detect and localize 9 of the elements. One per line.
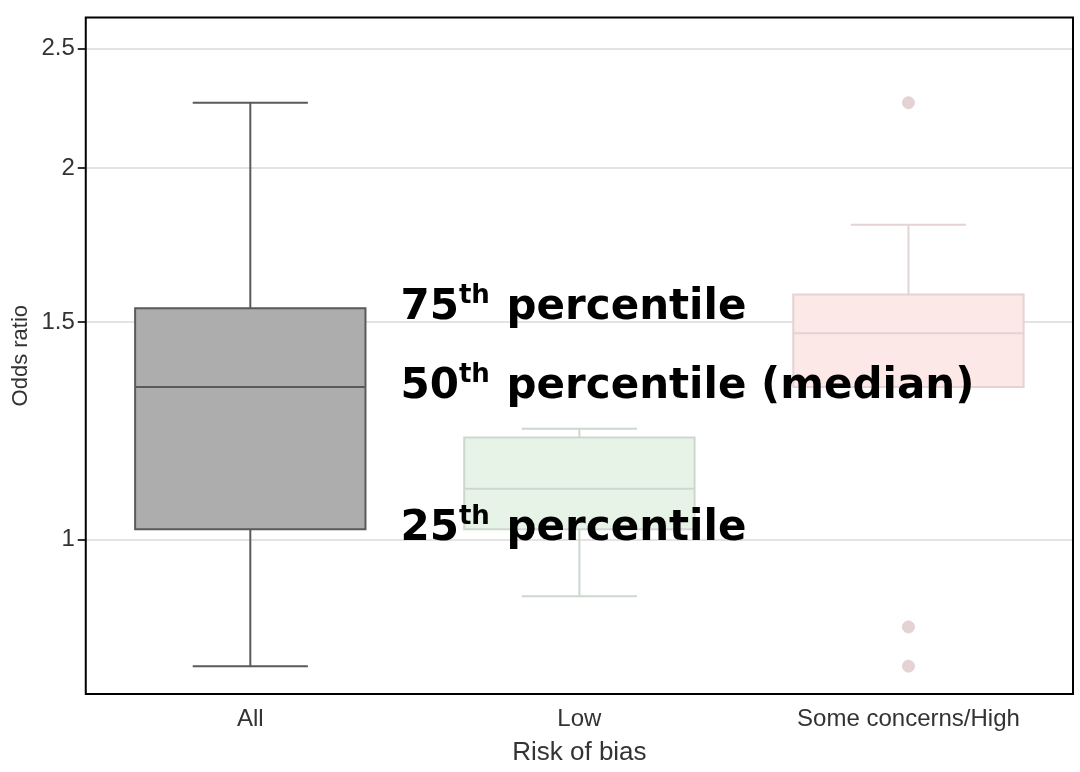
y-tick-label: 2.5: [41, 33, 75, 61]
y-tick-label: 2: [61, 152, 75, 180]
x-axis-title: Risk of bias: [512, 735, 647, 766]
x-tick-label: All: [236, 704, 264, 732]
y-tick-label: 1.5: [41, 307, 75, 335]
x-tick-label: Some concerns/High: [797, 704, 1020, 732]
y-axis-title: Odds ratio: [7, 304, 33, 407]
y-tick-label: 1: [61, 524, 75, 552]
x-tick-label: Low: [557, 704, 603, 732]
